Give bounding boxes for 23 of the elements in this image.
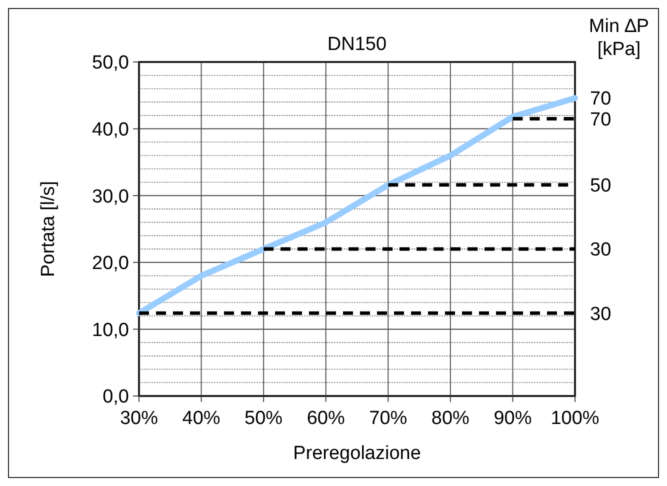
x-tick-label: 30% (120, 408, 158, 429)
x-tick-label: 70% (369, 408, 408, 429)
x-tick-label: 40% (182, 408, 220, 429)
series-label: 50 (590, 176, 612, 197)
y-tick-label: 0,0 (102, 386, 129, 408)
series-label: 70 (590, 88, 612, 110)
y-tick-label: 40,0 (92, 119, 129, 140)
text: Min ∆P [kPa] (588, 16, 650, 60)
chart-title: DN150 (327, 34, 387, 55)
x-tick-label: 50% (244, 408, 283, 429)
series-label: 30 (590, 304, 612, 325)
y-tick-label: 10,0 (92, 320, 129, 341)
y-axis-title: Portata [l/s] (38, 180, 59, 278)
x-tick-label: 90% (494, 408, 532, 429)
x-tick-label: 100% (550, 408, 600, 429)
x-tick-label: 60% (306, 408, 345, 429)
y-tick-label: 20,0 (92, 253, 129, 274)
y-tick-label: 30,0 (92, 186, 129, 208)
x-tick-label: 80% (431, 408, 470, 429)
y-tick-label: 50,0 (92, 52, 129, 74)
x-axis-title: Preregolazione (293, 443, 421, 464)
series-label: 30 (590, 240, 612, 261)
series-label: 70 (590, 109, 612, 130)
